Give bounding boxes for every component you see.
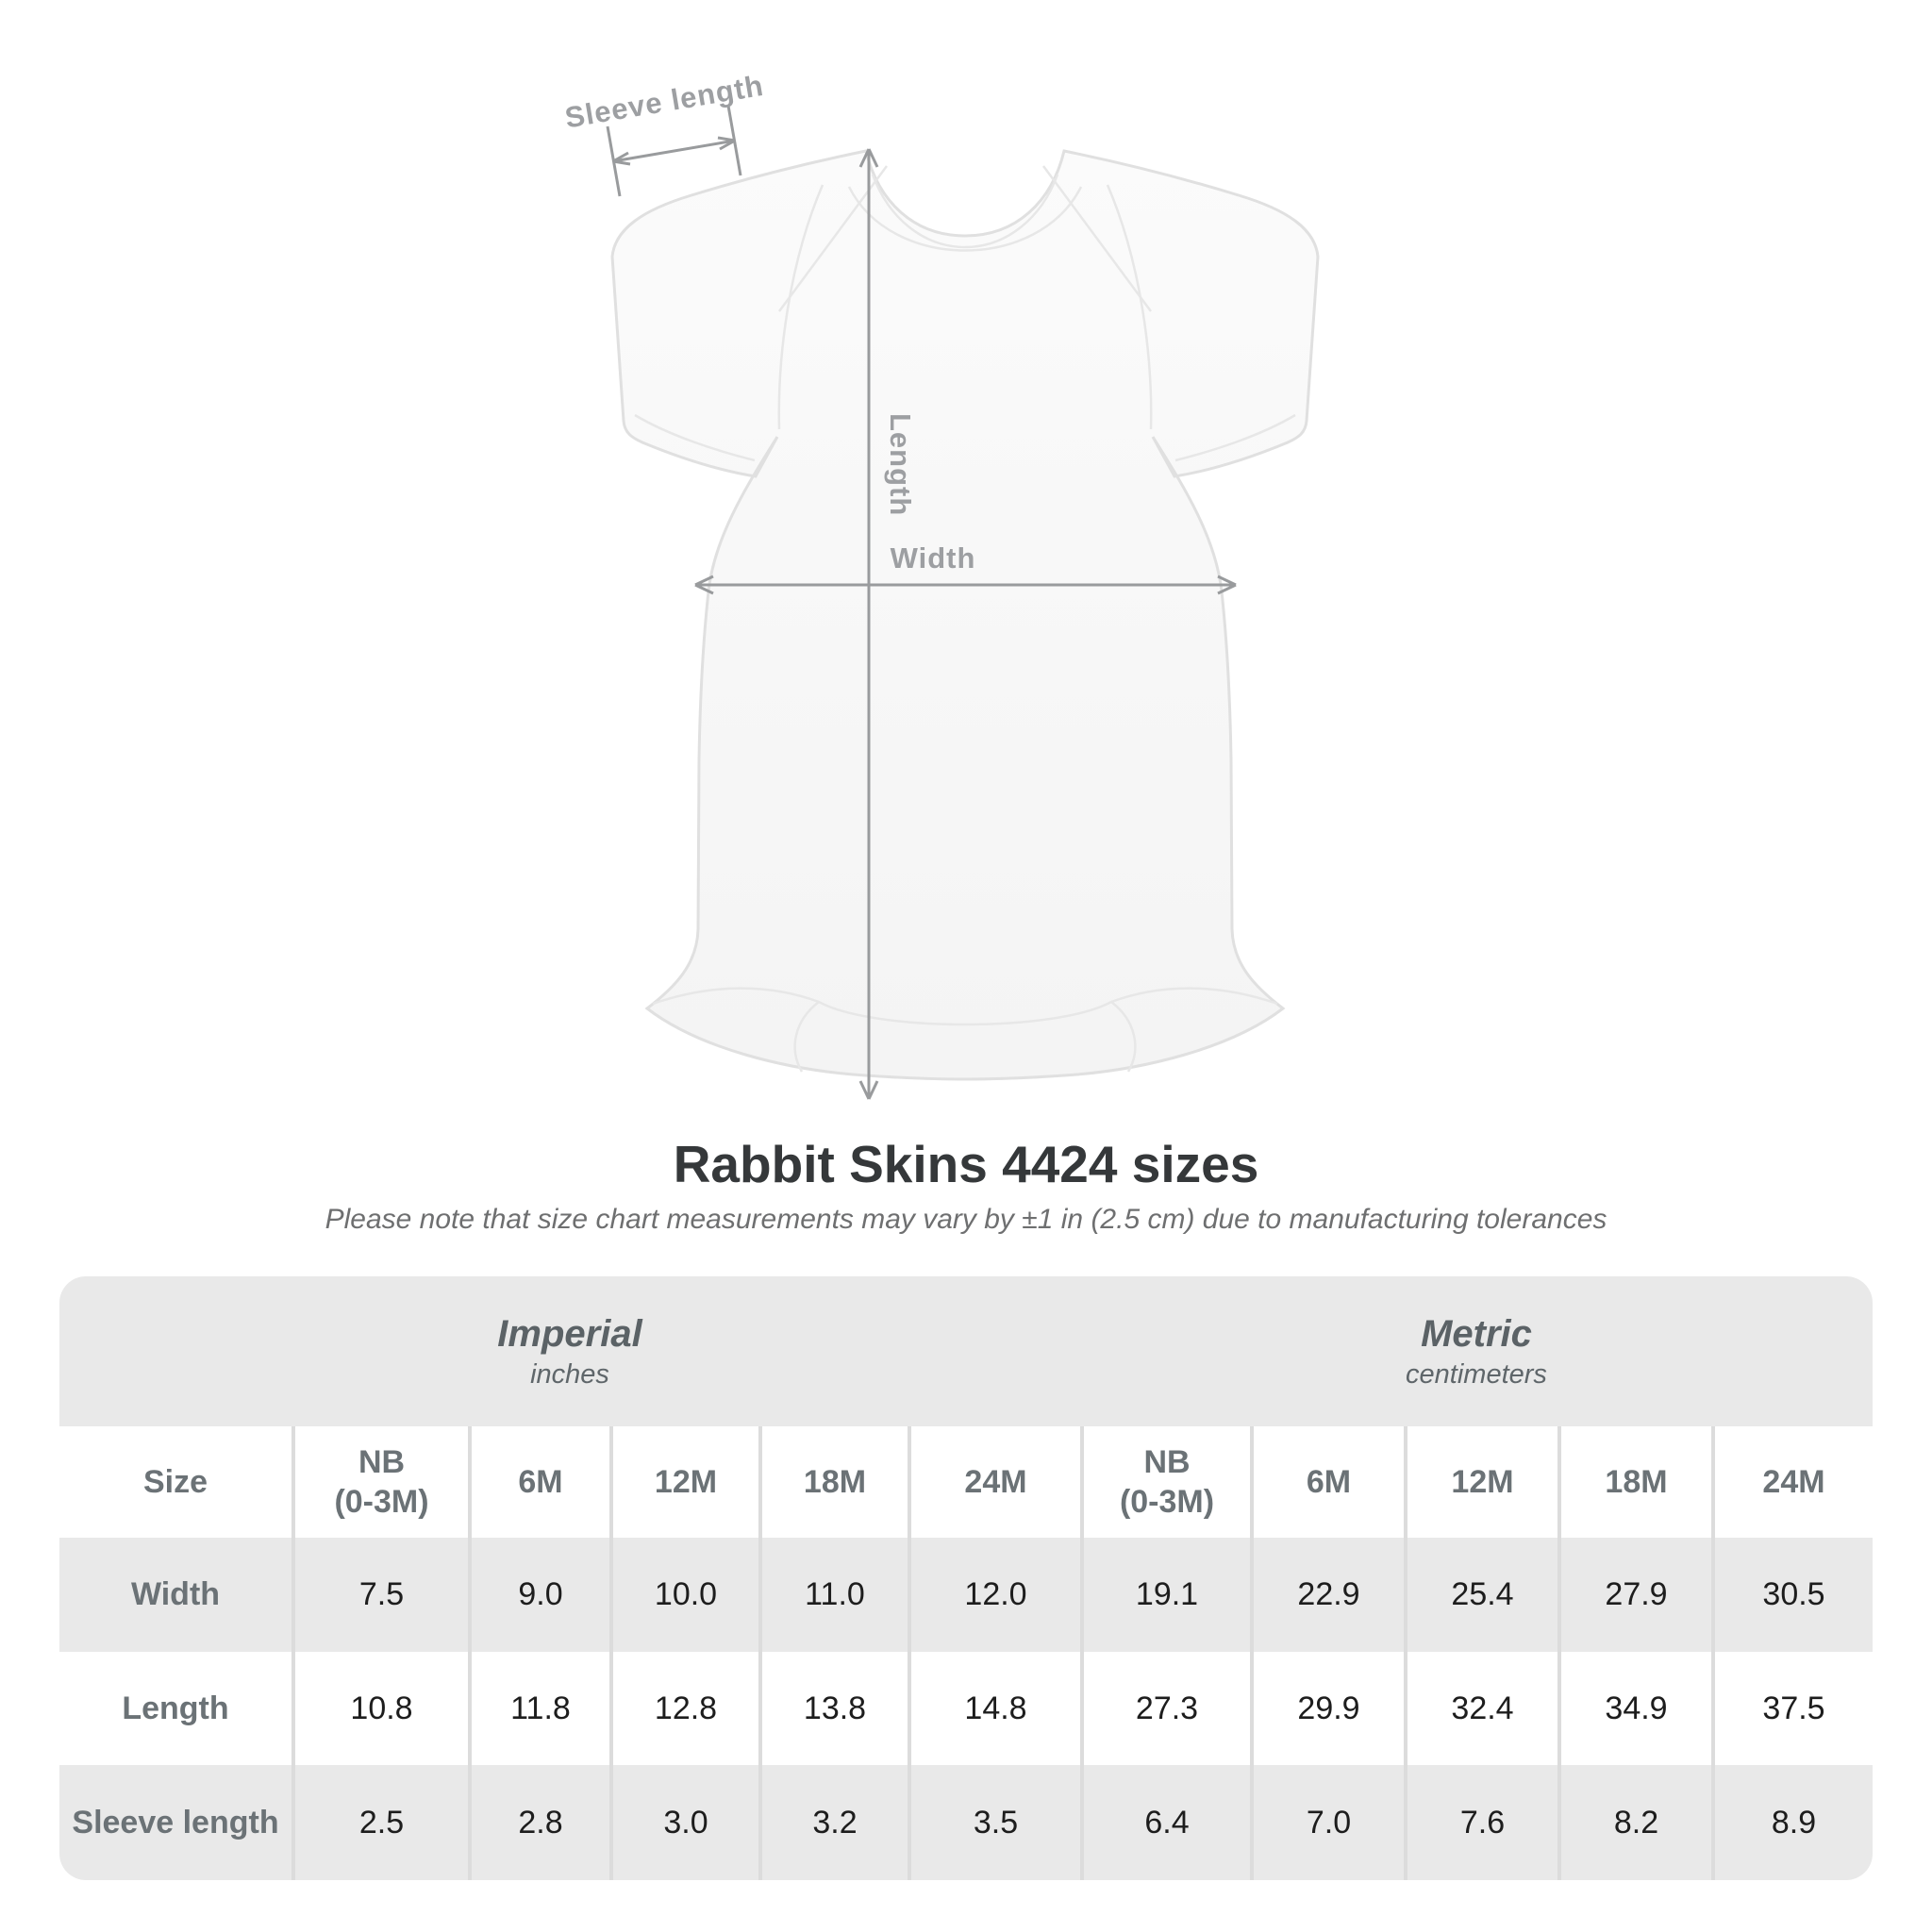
table-cell: 29.9 bbox=[1250, 1652, 1404, 1765]
table-cell: 12.8 bbox=[609, 1652, 758, 1765]
sleeve-dimension-line bbox=[606, 105, 742, 197]
table-cell: 3.2 bbox=[758, 1765, 908, 1880]
table-cell: 14.8 bbox=[908, 1652, 1080, 1765]
table-cell: 8.2 bbox=[1557, 1765, 1711, 1880]
table-cell: 10.8 bbox=[291, 1652, 468, 1765]
col-header-imp-12m: 12M bbox=[609, 1426, 758, 1538]
imperial-section-header: Imperial inches bbox=[59, 1276, 1080, 1426]
table-cell: 25.4 bbox=[1404, 1538, 1557, 1652]
table-cell: 27.9 bbox=[1557, 1538, 1711, 1652]
table-cell: 7.0 bbox=[1250, 1765, 1404, 1880]
length-label: Length bbox=[884, 413, 917, 516]
table-cell: 30.5 bbox=[1711, 1538, 1873, 1652]
table-cell: 3.0 bbox=[609, 1765, 758, 1880]
col-header-met-12m: 12M bbox=[1404, 1426, 1557, 1538]
col-header-imp-24m: 24M bbox=[908, 1426, 1080, 1538]
bodysuit-illustration: Sleeve length Length Width bbox=[562, 69, 1320, 1100]
metric-section-header: Metric centimeters bbox=[1080, 1276, 1873, 1426]
tolerance-note: Please note that size chart measurements… bbox=[325, 1204, 1607, 1235]
table-cell: 34.9 bbox=[1557, 1652, 1711, 1765]
table-cell: 9.0 bbox=[468, 1538, 609, 1652]
table-cell: 7.5 bbox=[291, 1538, 468, 1652]
row-label-length: Length bbox=[59, 1652, 291, 1765]
width-dimension-line bbox=[694, 575, 1237, 595]
col-header-met-nb: NB (0-3M) bbox=[1080, 1426, 1250, 1538]
width-label: Width bbox=[891, 541, 976, 575]
table-cell: 8.9 bbox=[1711, 1765, 1873, 1880]
table-cell: 37.5 bbox=[1711, 1652, 1873, 1765]
metric-label: Metric bbox=[1421, 1312, 1532, 1355]
col-header-imp-6m: 6M bbox=[468, 1426, 609, 1538]
row-label-sleeve-length: Sleeve length bbox=[59, 1765, 291, 1880]
page-title: Rabbit Skins 4424 sizes bbox=[673, 1135, 1259, 1193]
col-header-imp-18m: 18M bbox=[758, 1426, 908, 1538]
table-cell: 10.0 bbox=[609, 1538, 758, 1652]
table-cell: 19.1 bbox=[1080, 1538, 1250, 1652]
table-cell: 22.9 bbox=[1250, 1538, 1404, 1652]
metric-unit-label: centimeters bbox=[1406, 1358, 1547, 1390]
table-cell: 11.8 bbox=[468, 1652, 609, 1765]
table-cell: 3.5 bbox=[908, 1765, 1080, 1880]
table-cell: 13.8 bbox=[758, 1652, 908, 1765]
imperial-unit-label: inches bbox=[530, 1358, 609, 1390]
table-cell: 7.6 bbox=[1404, 1765, 1557, 1880]
table-cell: 2.8 bbox=[468, 1765, 609, 1880]
imperial-label: Imperial bbox=[497, 1312, 642, 1355]
table-cell: 32.4 bbox=[1404, 1652, 1557, 1765]
size-table: Imperial inches Metric centimeters Size … bbox=[59, 1276, 1873, 1880]
dimension-lines bbox=[606, 105, 1237, 1100]
table-cell: 12.0 bbox=[908, 1538, 1080, 1652]
bodysuit-diagram: Sleeve length Length Width bbox=[562, 69, 1320, 1100]
length-dimension-line bbox=[858, 148, 879, 1100]
sleeve-length-label: Sleeve length bbox=[562, 69, 766, 135]
infant-bodysuit-shape bbox=[610, 149, 1320, 1081]
col-header-imp-nb: NB (0-3M) bbox=[291, 1426, 468, 1538]
size-corner-header: Size bbox=[59, 1426, 291, 1538]
col-header-met-18m: 18M bbox=[1557, 1426, 1711, 1538]
table-cell: 6.4 bbox=[1080, 1765, 1250, 1880]
row-label-width: Width bbox=[59, 1538, 291, 1652]
col-header-met-24m: 24M bbox=[1711, 1426, 1873, 1538]
table-cell: 11.0 bbox=[758, 1538, 908, 1652]
col-header-met-6m: 6M bbox=[1250, 1426, 1404, 1538]
table-cell: 2.5 bbox=[291, 1765, 468, 1880]
table-cell: 27.3 bbox=[1080, 1652, 1250, 1765]
